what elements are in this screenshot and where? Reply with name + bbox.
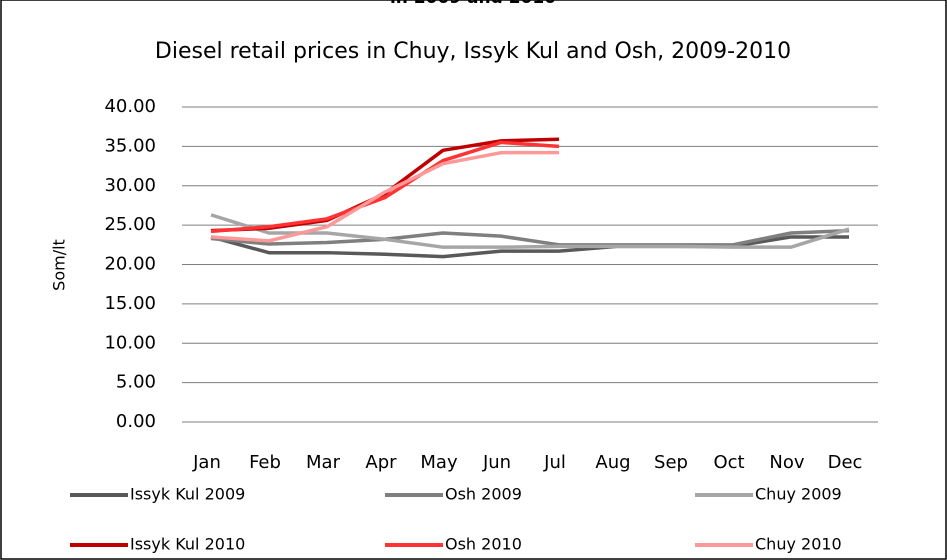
x-tick-label: Feb [249, 452, 281, 473]
series-line [210, 235, 849, 259]
legend-label: Issyk Kul 2009 [130, 485, 245, 504]
legend-label: Issyk Kul 2010 [130, 535, 245, 554]
series-line [210, 150, 559, 243]
x-tick-label: Jul [543, 452, 566, 473]
y-tick-label: 40.00 [104, 96, 156, 117]
y-axis-label: Som/lt [50, 239, 69, 291]
x-tick-label: Oct [713, 452, 744, 473]
legend-label: Chuy 2010 [755, 535, 842, 554]
y-tick-label: 20.00 [104, 254, 156, 275]
y-tick-label: 35.00 [104, 135, 156, 156]
x-tick-label: May [420, 452, 458, 473]
series-line [210, 213, 850, 249]
y-tick-label: 0.00 [116, 411, 156, 432]
legend-label: Osh 2010 [445, 535, 522, 554]
x-tick-label: Sep [654, 452, 688, 473]
legend-label: Chuy 2009 [755, 485, 842, 504]
x-tick-label: Nov [769, 452, 804, 473]
y-tick-label: 5.00 [116, 372, 156, 393]
y-tick-label: 30.00 [104, 175, 156, 196]
x-tick-label: Jan [192, 452, 221, 473]
x-tick-label: Aug [595, 452, 630, 473]
y-tick-label: 10.00 [104, 332, 156, 353]
x-tick-label: Mar [306, 452, 341, 473]
series-line [210, 140, 560, 234]
x-tick-label: Dec [828, 452, 863, 473]
series-line [210, 228, 850, 247]
figure-title: in 2009 and 2010 [390, 0, 556, 8]
legend-label: Osh 2009 [445, 485, 522, 504]
x-tick-label: Apr [365, 452, 397, 473]
y-tick-label: 15.00 [104, 293, 156, 314]
x-tick-label: Jun [482, 452, 511, 473]
y-tick-label: 25.00 [104, 214, 156, 235]
chart-title: Diesel retail prices in Chuy, Issyk Kul … [155, 39, 791, 64]
